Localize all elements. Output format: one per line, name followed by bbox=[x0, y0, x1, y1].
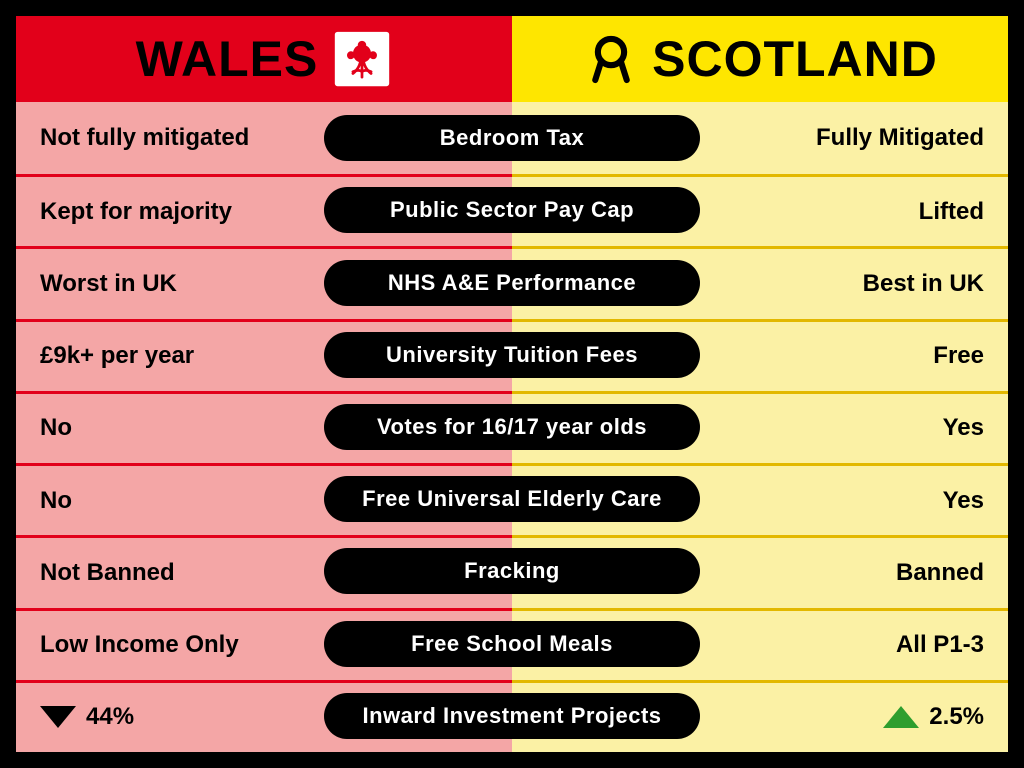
wales-value: No bbox=[40, 414, 72, 442]
rows-container: Not fully mitigated Fully Mitigated Bedroo… bbox=[16, 102, 1008, 752]
topic-lozenge: Bedroom Tax bbox=[324, 115, 700, 161]
header-row: WALES bbox=[16, 16, 1008, 102]
wales-value: Low Income Only bbox=[40, 631, 239, 659]
table-row: Low Income Only All P1-3 Free School Meals bbox=[16, 608, 1008, 680]
topic-label: Fracking bbox=[464, 558, 560, 584]
scotland-value: Yes bbox=[943, 487, 984, 515]
topic-lozenge: NHS A&E Performance bbox=[324, 260, 700, 306]
wales-value: Kept for majority bbox=[40, 198, 232, 226]
wales-value: Worst in UK bbox=[40, 270, 177, 298]
table-row: No Yes Free Universal Elderly Care bbox=[16, 463, 1008, 535]
scotland-value: 2.5% bbox=[929, 703, 984, 731]
topic-lozenge: Votes for 16/17 year olds bbox=[324, 404, 700, 450]
topic-label: Inward Investment Projects bbox=[362, 703, 661, 729]
wales-value: Not fully mitigated bbox=[40, 124, 249, 152]
header-scotland: SCOTLAND bbox=[512, 16, 1008, 102]
topic-label: Votes for 16/17 year olds bbox=[377, 414, 647, 440]
wales-value: No bbox=[40, 487, 72, 515]
wales-value: 44% bbox=[86, 703, 134, 731]
trend-down-icon bbox=[40, 706, 76, 728]
table-row: £9k+ per year Free University Tuition Fees bbox=[16, 319, 1008, 391]
topic-label: NHS A&E Performance bbox=[388, 270, 636, 296]
topic-lozenge: Free Universal Elderly Care bbox=[324, 476, 700, 522]
table-row: Worst in UK Best in UK NHS A&E Performance bbox=[16, 246, 1008, 318]
wales-value: Not Banned bbox=[40, 559, 175, 587]
topic-label: Free School Meals bbox=[411, 631, 613, 657]
table-row: Not Banned Banned Fracking bbox=[16, 535, 1008, 607]
topic-lozenge: University Tuition Fees bbox=[324, 332, 700, 378]
scotland-title: SCOTLAND bbox=[652, 34, 938, 84]
topic-label: Free Universal Elderly Care bbox=[362, 486, 662, 512]
table-row: 44% 2.5% Inward Investment Projects bbox=[16, 680, 1008, 752]
topic-lozenge: Fracking bbox=[324, 548, 700, 594]
wales-value: £9k+ per year bbox=[40, 342, 194, 370]
table-row: Kept for majority Lifted Public Sector Pay… bbox=[16, 174, 1008, 246]
scotland-value: Free bbox=[933, 342, 984, 370]
wales-title: WALES bbox=[136, 34, 319, 84]
header-wales: WALES bbox=[16, 16, 512, 102]
snp-loop-icon bbox=[582, 30, 640, 88]
table-row: No Yes Votes for 16/17 year olds bbox=[16, 391, 1008, 463]
scotland-value: Fully Mitigated bbox=[816, 124, 984, 152]
scotland-value: Lifted bbox=[919, 198, 984, 226]
labour-rose-icon bbox=[332, 29, 392, 89]
trend-up-icon bbox=[883, 706, 919, 728]
topic-label: Public Sector Pay Cap bbox=[390, 197, 634, 223]
scotland-value: Best in UK bbox=[863, 270, 984, 298]
topic-label: Bedroom Tax bbox=[440, 125, 584, 151]
scotland-value: Banned bbox=[896, 559, 984, 587]
topic-lozenge: Public Sector Pay Cap bbox=[324, 187, 700, 233]
scotland-value: Yes bbox=[943, 414, 984, 442]
comparison-infographic: WALES bbox=[16, 16, 1008, 752]
topic-label: University Tuition Fees bbox=[386, 342, 638, 368]
topic-lozenge: Free School Meals bbox=[324, 621, 700, 667]
topic-lozenge: Inward Investment Projects bbox=[324, 693, 700, 739]
scotland-value: All P1-3 bbox=[896, 631, 984, 659]
table-row: Not fully mitigated Fully Mitigated Bedroo… bbox=[16, 102, 1008, 174]
